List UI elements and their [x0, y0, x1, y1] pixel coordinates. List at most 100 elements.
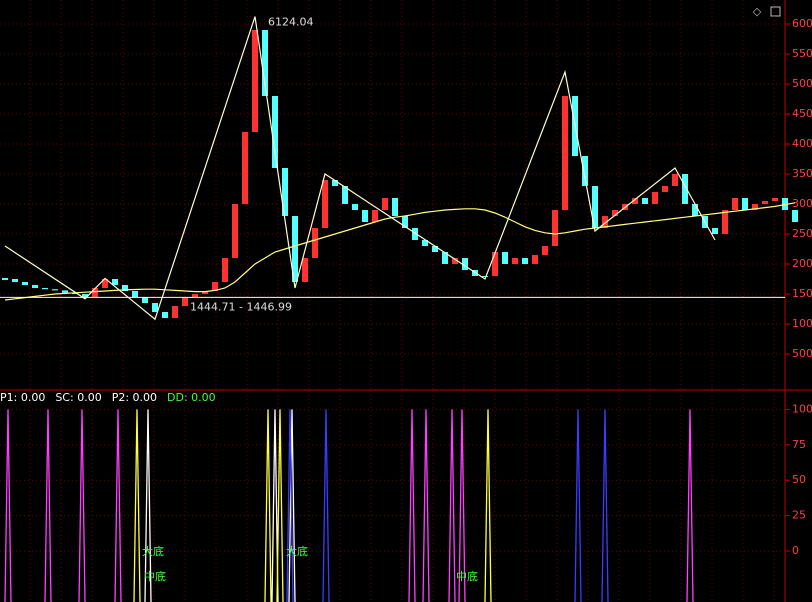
signal-spike: [422, 409, 430, 602]
signal-spike: [574, 409, 582, 602]
low-label: 1444.71 - 1446.99: [190, 300, 292, 313]
candle: [732, 198, 738, 210]
candle: [532, 255, 538, 264]
candle: [482, 276, 488, 277]
y-tick-label: 4000: [792, 137, 812, 150]
candle: [62, 290, 68, 293]
annotation: 中底: [456, 569, 478, 583]
candle: [392, 198, 398, 216]
candle: [282, 168, 288, 216]
candle: [772, 198, 778, 201]
candle: [612, 210, 618, 216]
legend-entry: DD: 0.00: [167, 391, 216, 404]
signal-spike: [264, 409, 272, 602]
y-tick-label: 3000: [792, 197, 812, 210]
candle: [652, 192, 658, 204]
candle: [372, 210, 378, 222]
signal-spike: [276, 409, 284, 602]
icon[interactable]: ◇: [753, 5, 762, 18]
candle: [792, 210, 798, 222]
candle: [82, 294, 88, 297]
y-tick-label: 50: [792, 473, 806, 486]
candle: [312, 228, 318, 258]
legend-entry: SC: 0.00: [55, 391, 101, 404]
candle: [92, 288, 98, 297]
candle: [522, 258, 528, 264]
candle: [242, 132, 248, 204]
candle: [452, 258, 458, 264]
signal-spike: [686, 409, 694, 602]
candle: [362, 210, 368, 222]
signal-spike: [322, 409, 330, 602]
candle: [422, 240, 428, 246]
legend-entry: P2: 0.00: [112, 391, 157, 404]
candle: [442, 252, 448, 264]
candle: [292, 216, 298, 282]
y-tick-label: 5500: [792, 47, 812, 60]
candle: [382, 198, 388, 210]
candle: [252, 30, 258, 132]
y-tick-label: 25: [792, 509, 806, 522]
annotation: 中底: [144, 569, 166, 583]
signal-spike: [44, 409, 52, 602]
y-tick-label: 500: [792, 347, 812, 360]
peak-label: 6124.04: [268, 16, 314, 29]
candle: [642, 198, 648, 204]
candle: [352, 204, 358, 210]
signal-spike: [4, 409, 12, 602]
y-tick-label: 2000: [792, 257, 812, 270]
moving-average: [4, 202, 796, 301]
candle: [502, 252, 508, 264]
signal-spike: [484, 409, 492, 602]
candle: [212, 282, 218, 291]
candle: [272, 96, 278, 168]
candle: [132, 291, 138, 297]
signal-spike: [286, 409, 294, 602]
candle: [562, 96, 568, 210]
y-tick-label: 1500: [792, 287, 812, 300]
signal-spike: [271, 409, 279, 602]
candle: [742, 198, 748, 210]
candle: [262, 30, 268, 96]
candle: [602, 216, 608, 228]
signal-spike: [458, 409, 466, 602]
candle: [512, 258, 518, 264]
candle: [402, 216, 408, 228]
candle: [582, 156, 588, 186]
y-tick-label: 0: [792, 544, 799, 557]
signal-spike: [288, 409, 296, 602]
candle: [142, 297, 148, 303]
candle: [672, 174, 678, 186]
y-tick-label: 3500: [792, 167, 812, 180]
candle: [32, 285, 38, 288]
candle: [2, 278, 8, 280]
candle: [432, 246, 438, 252]
candle: [222, 258, 228, 282]
zigzag: [4, 16, 716, 321]
candle: [172, 306, 178, 318]
candle: [182, 297, 188, 306]
candle: [112, 279, 118, 285]
candle: [692, 204, 698, 216]
candle: [152, 303, 158, 312]
y-tick-label: 5000: [792, 77, 812, 90]
candle: [632, 198, 638, 204]
y-tick-label: 2500: [792, 227, 812, 240]
signal-spike: [408, 409, 416, 602]
candle: [762, 201, 768, 204]
signal-spike: [114, 409, 122, 602]
candle: [682, 174, 688, 204]
candle: [42, 288, 48, 290]
candle: [592, 186, 598, 228]
candle: [752, 204, 758, 210]
y-tick-label: 75: [792, 438, 806, 451]
y-tick-label: 100: [792, 402, 812, 415]
candle: [162, 312, 168, 318]
candle: [722, 210, 728, 234]
y-tick-label: 1000: [792, 317, 812, 330]
signal-spike: [78, 409, 86, 602]
candle: [552, 210, 558, 246]
icon[interactable]: [770, 6, 781, 17]
